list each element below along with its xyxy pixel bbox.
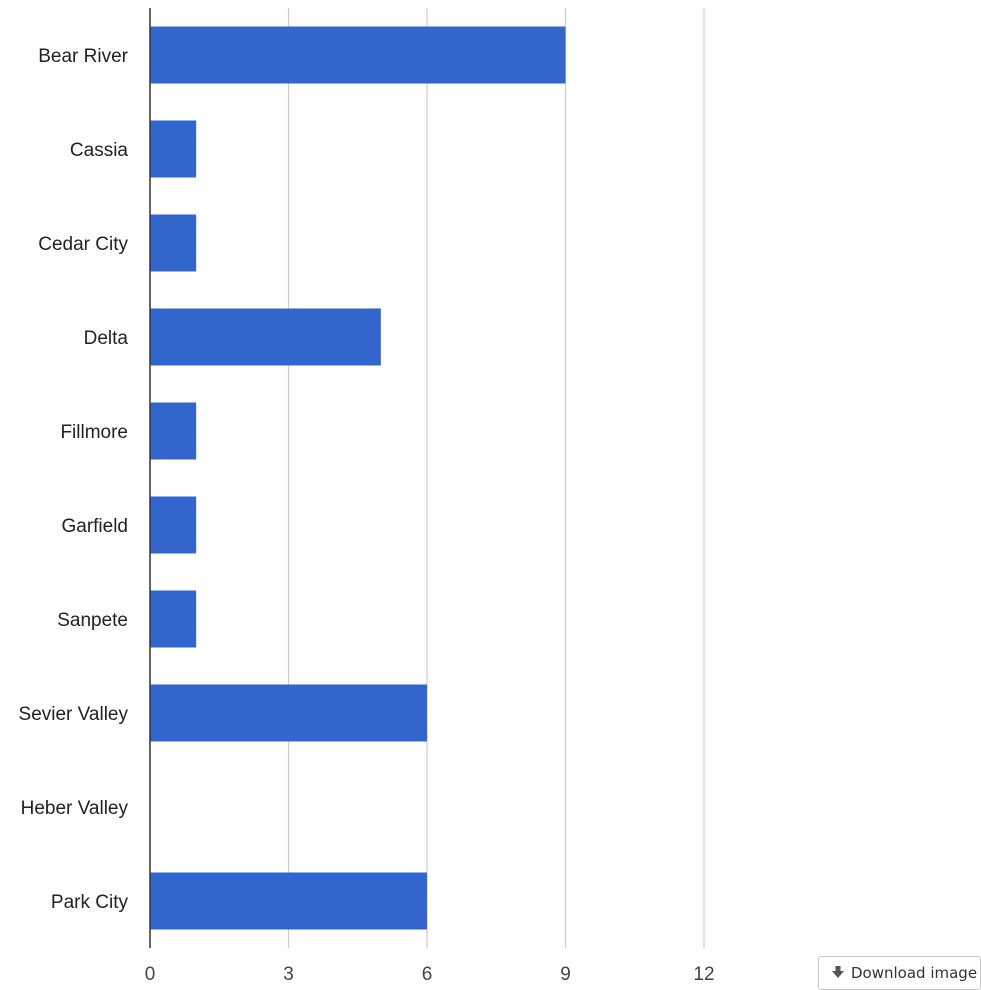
category-label: Bear River <box>38 46 128 67</box>
x-tick-label: 6 <box>422 964 433 985</box>
x-tick-label: 0 <box>145 964 156 985</box>
category-labels: Bear River Cassia Cedar City Delta Fillmore G… <box>19 46 129 913</box>
bar-garfield <box>150 496 197 554</box>
bar-delta <box>150 308 381 366</box>
download-label: Download image <box>851 964 978 982</box>
category-label: Cassia <box>70 140 129 161</box>
bar-fillmore <box>150 402 197 460</box>
download-image-button[interactable]: Download image <box>818 956 981 990</box>
x-tick-label: 9 <box>560 964 571 985</box>
x-tick-label: 12 <box>693 964 714 985</box>
category-label: Sevier Valley <box>19 704 129 725</box>
bar-sevier-valley <box>150 684 427 742</box>
category-label: Heber Valley <box>21 798 129 819</box>
x-tick-label: 3 <box>283 964 294 985</box>
gridlines <box>287 8 705 948</box>
category-label: Park City <box>51 892 129 913</box>
bar-cassia <box>150 120 197 178</box>
bar-bear-river <box>150 26 566 84</box>
category-label: Garfield <box>61 516 128 537</box>
bar-park-city <box>150 872 427 930</box>
download-arrow-icon <box>832 966 844 978</box>
x-tick-labels: 0 3 6 9 12 <box>145 964 715 985</box>
category-label: Sanpete <box>57 610 128 631</box>
bar-sanpete <box>150 590 197 648</box>
category-label: Delta <box>84 328 129 349</box>
bars <box>150 26 566 930</box>
category-label: Cedar City <box>38 234 128 255</box>
category-label: Fillmore <box>60 422 128 443</box>
bar-cedar-city <box>150 214 197 272</box>
